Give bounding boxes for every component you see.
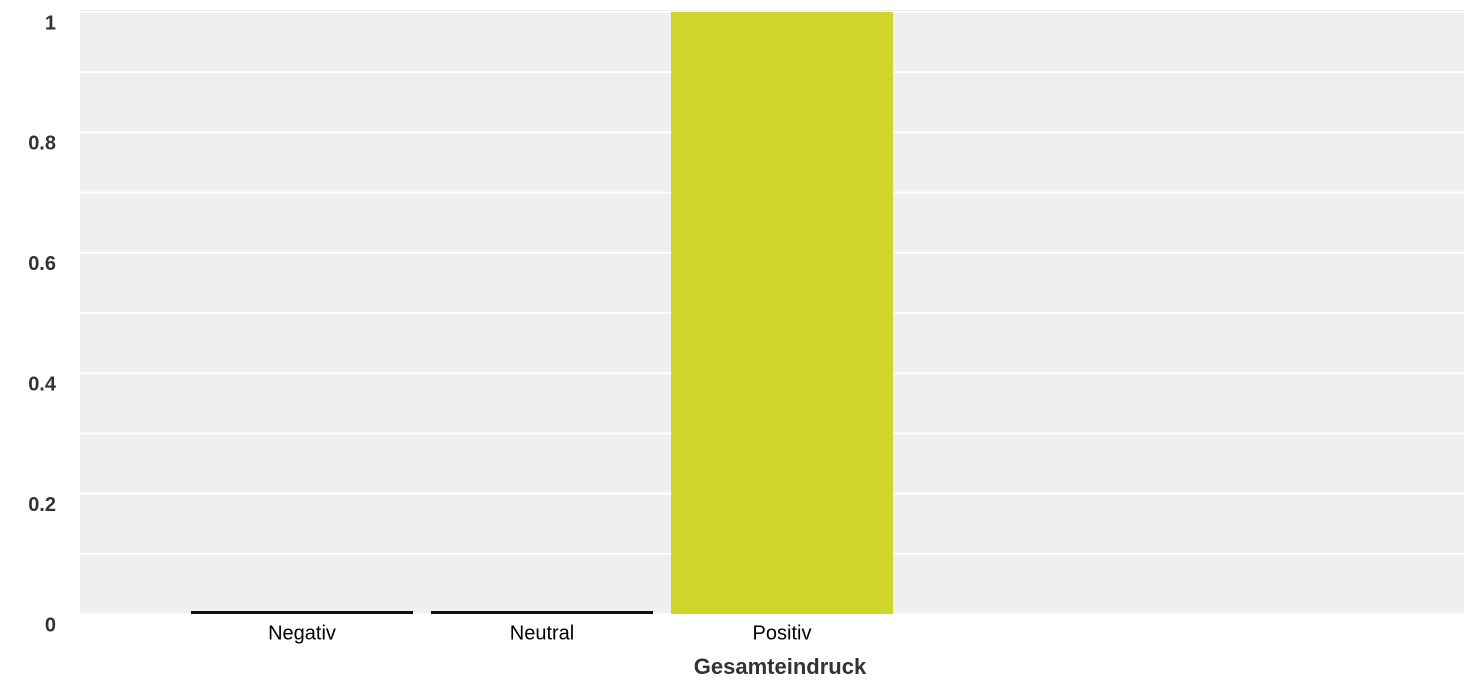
x-axis-title: Gesamteindruck — [694, 654, 867, 679]
y-tick-label: 0.2 — [28, 494, 56, 516]
y-tick-label: 1 — [45, 12, 56, 34]
y-tick-label: 0.8 — [28, 133, 56, 155]
y-tick-label: 0 — [45, 614, 56, 636]
x-tick-label: Neutral — [510, 622, 574, 644]
y-tick-label: 0.4 — [28, 373, 57, 395]
bar — [671, 12, 893, 614]
x-tick-label: Positiv — [753, 622, 812, 644]
x-tick-label: Negativ — [268, 622, 336, 644]
y-tick-label: 0.6 — [28, 253, 56, 275]
